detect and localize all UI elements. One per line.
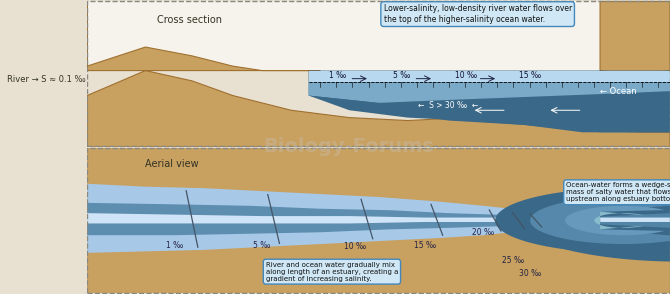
Text: 15 ‰: 15 ‰ (519, 71, 541, 80)
Text: River and ocean water gradually mix
along length of an estuary, creating a
gradi: River and ocean water gradually mix alon… (266, 262, 398, 282)
Polygon shape (565, 206, 665, 235)
Polygon shape (87, 184, 670, 253)
Text: Aerial view: Aerial view (145, 159, 199, 169)
Polygon shape (309, 82, 670, 103)
Text: Lower-salinity, low-density river water flows over
the top of the higher-salinit: Lower-salinity, low-density river water … (383, 4, 572, 24)
Text: 1 ‰: 1 ‰ (329, 71, 346, 80)
Polygon shape (600, 1, 670, 74)
Polygon shape (594, 212, 644, 229)
Text: ←  S > 30 ‰  ←: ← S > 30 ‰ ← (418, 101, 478, 110)
Text: Cross section: Cross section (157, 15, 222, 25)
Polygon shape (309, 71, 670, 132)
Polygon shape (87, 203, 670, 235)
Polygon shape (519, 179, 670, 262)
Text: 10 ‰: 10 ‰ (455, 71, 477, 80)
Text: 15 ‰: 15 ‰ (414, 241, 436, 250)
Text: 30 ‰: 30 ‰ (519, 269, 541, 278)
Polygon shape (530, 197, 670, 244)
Text: 10 ‰: 10 ‰ (344, 243, 366, 251)
Polygon shape (87, 148, 670, 293)
Polygon shape (87, 228, 670, 293)
Text: 25 ‰: 25 ‰ (502, 256, 524, 265)
Text: 5 ‰: 5 ‰ (253, 241, 271, 250)
Text: Biology-Forums: Biology-Forums (263, 138, 434, 156)
Text: ← Ocean: ← Ocean (600, 87, 636, 96)
Text: River → S ≈ 0.1 ‰: River → S ≈ 0.1 ‰ (7, 75, 86, 84)
Text: 5 ‰: 5 ‰ (393, 71, 411, 80)
Polygon shape (87, 148, 670, 213)
Text: 1 ‰: 1 ‰ (166, 241, 183, 250)
Polygon shape (495, 188, 670, 253)
Polygon shape (309, 71, 670, 82)
Polygon shape (87, 71, 670, 147)
Polygon shape (87, 213, 670, 223)
Text: 20 ‰: 20 ‰ (472, 228, 494, 237)
Text: Ocean-water forms a wedge-shaped
mass of salty water that flows
upstream along e: Ocean-water forms a wedge-shaped mass of… (566, 182, 670, 202)
Polygon shape (87, 1, 670, 71)
Polygon shape (87, 1, 320, 71)
Polygon shape (309, 96, 670, 132)
